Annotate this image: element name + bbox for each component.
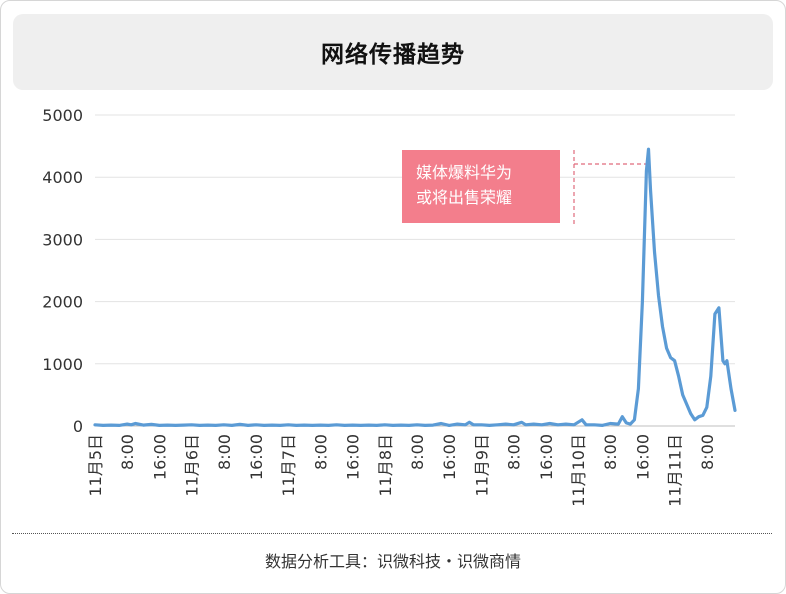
x-tick-label: 16:00 (633, 434, 652, 480)
annotation-box (402, 150, 560, 223)
annotation-line-2: 或将出售荣耀 (416, 188, 512, 207)
y-tick-label: 3000 (42, 230, 83, 249)
x-tick-label: 11月6日 (183, 434, 202, 497)
x-tick-label: 11月5日 (86, 434, 105, 497)
y-tick-label: 1000 (42, 355, 83, 374)
annotation: 媒体爆料华为 或将出售荣耀 (402, 150, 646, 227)
x-tick-label: 8:00 (505, 434, 524, 470)
footer-credit: 数据分析工具：识微科技・识微商情 (264, 552, 521, 571)
x-tick-label: 11月11日 (666, 434, 685, 507)
x-tick-label: 16:00 (537, 434, 556, 480)
x-tick-label: 8:00 (311, 434, 330, 470)
x-tick-label: 8:00 (698, 434, 717, 470)
annotation-line-1: 媒体爆料华为 (416, 163, 512, 182)
x-tick-label: 16:00 (440, 434, 459, 480)
chart-title: 网络传播趋势 (321, 42, 465, 68)
x-tick-label: 8:00 (215, 434, 234, 470)
y-tick-label: 0 (73, 417, 83, 436)
title-bar: 网络传播趋势 (13, 14, 773, 90)
y-axis-ticks: 0 1000 2000 3000 4000 5000 (42, 106, 83, 436)
x-tick-label: 11月10日 (569, 434, 588, 507)
x-tick-label: 11月7日 (279, 434, 298, 497)
x-tick-label: 11月9日 (472, 434, 491, 497)
y-tick-label: 5000 (42, 106, 83, 125)
x-tick-label: 8:00 (408, 434, 427, 470)
x-tick-label: 8:00 (118, 434, 137, 470)
x-tick-label: 16:00 (344, 434, 363, 480)
y-tick-label: 4000 (42, 168, 83, 187)
x-tick-label: 8:00 (601, 434, 620, 470)
footer-divider (12, 533, 772, 534)
y-tick-label: 2000 (42, 293, 83, 312)
series-line (93, 147, 737, 427)
x-tick-label: 16:00 (247, 434, 266, 480)
x-tick-label: 16:00 (150, 434, 169, 480)
x-tick-label: 11月8日 (376, 434, 395, 497)
x-axis-ticks: 11月5日 8:00 16:00 11月6日 8:00 16:00 11月7日 8:00 16:… (86, 434, 717, 507)
